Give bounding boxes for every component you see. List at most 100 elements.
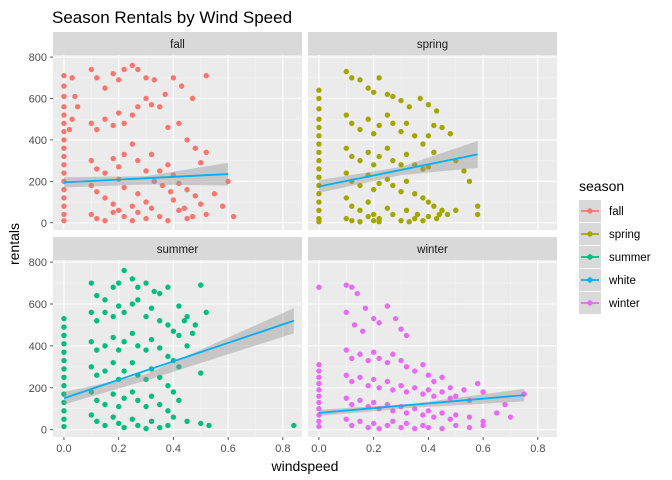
data-point: [88, 157, 95, 164]
y-tick-label: 0: [41, 218, 47, 230]
data-point: [135, 157, 141, 164]
trend-line: [318, 394, 525, 414]
data-point: [403, 178, 410, 185]
data-point: [420, 412, 426, 418]
data-point: [316, 284, 322, 290]
y-tick-label: 0: [41, 425, 47, 437]
data-point: [206, 422, 212, 429]
data-point: [316, 124, 322, 131]
data-point: [412, 425, 418, 432]
data-point: [390, 408, 396, 414]
data-point: [466, 424, 473, 431]
trend-line: [63, 173, 229, 184]
data-point: [398, 162, 404, 168]
data-point: [376, 320, 382, 326]
data-point: [198, 201, 204, 207]
y-tick-label: 200: [29, 383, 47, 395]
data-point: [203, 211, 209, 218]
data-point: [61, 120, 67, 127]
data-point: [102, 170, 108, 176]
data-point: [157, 213, 163, 220]
data-point: [61, 341, 67, 347]
data-point: [184, 343, 190, 349]
data-point: [121, 66, 127, 73]
y-tick-label: 600: [29, 299, 47, 311]
data-point: [384, 401, 391, 408]
data-point: [102, 422, 108, 429]
data-point: [343, 395, 350, 401]
data-point: [349, 203, 355, 209]
data-point: [129, 217, 136, 224]
data-point: [316, 157, 322, 164]
strip-fall: [53, 32, 302, 55]
data-point: [390, 387, 396, 393]
panel-winter: winter 0.0 0.2 0.4 0.6 0.8: [308, 237, 557, 455]
data-point: [376, 425, 382, 432]
data-point: [129, 416, 136, 422]
data-point: [192, 193, 198, 199]
data-point: [176, 120, 182, 127]
panel-spring: spring: [308, 32, 557, 230]
chart-title: Season Rentals by Wind Speed: [52, 8, 292, 27]
data-point: [61, 203, 67, 209]
data-point: [88, 389, 95, 395]
data-point: [370, 315, 377, 322]
data-point: [143, 168, 149, 174]
data-point: [69, 75, 75, 81]
data-point: [159, 182, 166, 189]
data-point: [135, 209, 141, 216]
data-point: [115, 207, 122, 214]
data-point: [316, 393, 322, 399]
data-point: [121, 267, 127, 274]
data-point: [365, 149, 371, 156]
data-point: [384, 176, 391, 182]
data-point: [148, 102, 155, 108]
data-point: [349, 355, 355, 362]
data-point: [403, 389, 410, 395]
data-point: [143, 376, 149, 383]
data-point: [316, 368, 322, 374]
data-point: [94, 292, 100, 299]
data-point: [148, 418, 155, 424]
data-point: [129, 276, 136, 282]
data-point: [61, 315, 67, 322]
data-point: [425, 372, 432, 378]
data-point: [165, 322, 171, 328]
trend-line: [63, 319, 295, 400]
data-point: [420, 141, 426, 147]
data-point: [165, 408, 171, 414]
data-point: [370, 420, 377, 427]
data-point: [94, 188, 100, 195]
data-point: [316, 87, 322, 93]
data-point: [444, 211, 451, 218]
data-point: [357, 182, 363, 189]
data-point: [192, 145, 198, 151]
data-point: [61, 83, 67, 89]
y-tick-label: 800: [29, 257, 47, 269]
data-point: [316, 399, 322, 406]
strip-label: summer: [157, 244, 199, 256]
data-point: [203, 149, 209, 156]
data-point: [165, 284, 171, 290]
data-point: [102, 195, 108, 201]
data-point: [198, 159, 204, 166]
data-point: [110, 209, 116, 216]
data-point: [170, 414, 177, 420]
data-point: [403, 120, 410, 127]
data-point: [115, 347, 122, 353]
data-point: [129, 389, 136, 395]
data-point: [398, 97, 404, 104]
data-point: [102, 309, 108, 316]
data-point: [439, 374, 445, 381]
data-point: [390, 157, 396, 164]
data-point: [165, 217, 171, 224]
data-point: [148, 205, 155, 211]
data-point: [365, 116, 371, 122]
data-point: [425, 424, 432, 431]
data-point: [447, 130, 453, 137]
data-point: [219, 203, 226, 209]
data-point: [425, 408, 432, 414]
data-point: [425, 387, 432, 393]
data-point: [189, 213, 196, 220]
data-point: [357, 374, 363, 381]
